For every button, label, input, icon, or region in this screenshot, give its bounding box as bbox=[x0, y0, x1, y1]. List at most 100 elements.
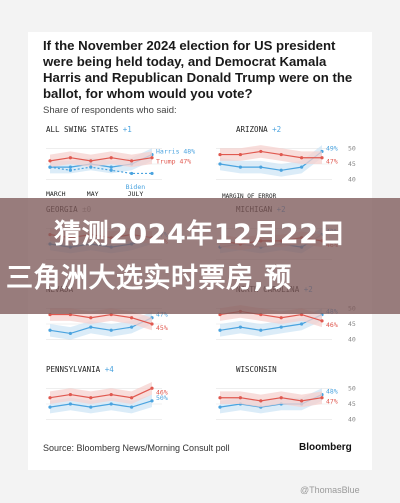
end-label-harris: Harris 48% bbox=[156, 148, 195, 156]
data-point-harris bbox=[68, 165, 72, 169]
data-point-trump bbox=[89, 316, 93, 320]
data-point-trump bbox=[89, 396, 93, 400]
data-point-harris bbox=[89, 405, 93, 409]
data-point-trump bbox=[279, 152, 283, 157]
data-point-harris bbox=[68, 331, 72, 336]
end-label-trump: 47% bbox=[326, 398, 338, 406]
data-point-trump bbox=[279, 396, 283, 400]
panel-change: +4 bbox=[105, 365, 115, 374]
data-point-biden bbox=[68, 168, 72, 172]
data-point-trump bbox=[259, 149, 263, 154]
data-point-trump bbox=[150, 386, 154, 390]
series-line-harris bbox=[219, 314, 323, 331]
data-point-biden bbox=[89, 165, 93, 169]
data-point-trump bbox=[279, 316, 283, 320]
data-point-trump bbox=[238, 152, 242, 157]
data-point-harris bbox=[89, 325, 93, 329]
watermark: @ThomasBlue bbox=[300, 485, 360, 495]
series-line-harris bbox=[49, 317, 153, 335]
data-point-harris bbox=[109, 402, 113, 406]
data-point-harris bbox=[130, 405, 134, 409]
data-point-trump bbox=[109, 392, 113, 397]
series-line-trump bbox=[50, 313, 153, 325]
data-point-harris bbox=[218, 328, 222, 332]
data-point-trump bbox=[68, 392, 72, 397]
chart-subtitle: Share of respondents who said: bbox=[43, 105, 177, 116]
data-point-harris bbox=[218, 405, 222, 409]
data-point-harris bbox=[109, 165, 113, 169]
data-point-harris bbox=[238, 325, 242, 329]
series-line-trump bbox=[49, 157, 153, 162]
bloomberg-logo: Bloomberg bbox=[299, 442, 352, 453]
y-tick-label: 40 bbox=[348, 336, 356, 344]
data-point-harris bbox=[259, 165, 263, 169]
panel-title: WISCONSIN bbox=[236, 365, 277, 374]
x-tick-label: MAY bbox=[87, 190, 99, 198]
data-point-trump bbox=[130, 159, 134, 163]
data-point-trump bbox=[259, 399, 263, 403]
end-label-trump: Trump 47% bbox=[156, 158, 191, 166]
end-label-harris: 47% bbox=[156, 311, 168, 319]
y-tick-label: 40 bbox=[348, 416, 356, 424]
data-point-trump bbox=[320, 396, 324, 400]
error-band-harris bbox=[220, 145, 322, 177]
banner-line-2: 三角洲大选实时票房,预 bbox=[6, 263, 292, 294]
data-point-trump bbox=[320, 156, 324, 160]
data-point-trump bbox=[109, 156, 113, 160]
data-point-trump bbox=[150, 322, 154, 326]
y-tick-label: 45 bbox=[348, 400, 356, 408]
y-tick-label: 45 bbox=[348, 160, 356, 168]
data-point-trump bbox=[300, 399, 304, 403]
series-line-trump bbox=[220, 150, 322, 159]
data-point-trump bbox=[130, 316, 134, 320]
end-label-harris: 48% bbox=[326, 388, 338, 396]
data-point-trump bbox=[68, 156, 72, 160]
panel-change: +1 bbox=[123, 125, 132, 134]
data-point-harris bbox=[238, 165, 242, 169]
data-point-harris bbox=[109, 328, 113, 332]
data-point-biden bbox=[109, 168, 113, 172]
series-line-trump bbox=[220, 397, 323, 402]
chart-headline: If the November 2024 election for US pre… bbox=[43, 38, 353, 101]
error-band-trump bbox=[50, 382, 152, 404]
data-point-trump bbox=[300, 156, 304, 160]
panel-title: PENNSYLVANIA +4 bbox=[46, 365, 114, 374]
series-line-trump bbox=[49, 387, 153, 399]
data-point-harris bbox=[300, 165, 304, 169]
data-point-trump bbox=[218, 152, 222, 157]
data-point-trump bbox=[48, 396, 52, 400]
series-line-harris bbox=[49, 400, 153, 408]
data-point-biden bbox=[150, 171, 154, 176]
data-point-harris bbox=[130, 325, 134, 329]
data-point-trump bbox=[150, 156, 154, 160]
series-line-harris bbox=[219, 150, 323, 171]
data-point-harris bbox=[279, 325, 283, 329]
data-point-trump bbox=[48, 159, 52, 163]
error-band-harris bbox=[220, 308, 322, 337]
x-tick-label: MARCH bbox=[46, 190, 66, 198]
banner-line-1: 猜测2024年12月22日 bbox=[54, 219, 346, 250]
x-tick-label: JULY bbox=[128, 190, 144, 198]
overlay-banner: 猜测2024年12月22日 三角洲大选实时票房,预 bbox=[0, 198, 400, 314]
data-point-harris bbox=[259, 328, 263, 332]
y-tick-label: 40 bbox=[348, 176, 356, 184]
series-line-biden bbox=[49, 166, 152, 175]
data-point-biden bbox=[48, 165, 52, 169]
data-point-trump bbox=[320, 319, 324, 323]
data-point-harris bbox=[300, 322, 304, 326]
y-tick-label: 45 bbox=[348, 320, 356, 328]
data-point-harris bbox=[48, 405, 52, 409]
data-point-biden bbox=[130, 171, 134, 176]
error-band-harris bbox=[50, 311, 152, 340]
data-point-harris bbox=[48, 328, 52, 332]
end-label-trump: 46% bbox=[156, 388, 168, 396]
y-tick-label: 50 bbox=[348, 144, 356, 152]
data-point-trump bbox=[238, 396, 242, 400]
data-point-harris bbox=[68, 402, 72, 406]
data-point-trump bbox=[130, 396, 134, 400]
end-label-trump: 46% bbox=[326, 321, 338, 329]
end-label-trump: 47% bbox=[326, 158, 338, 166]
y-tick-label: 50 bbox=[348, 384, 356, 392]
data-point-harris bbox=[218, 162, 222, 166]
panel-change: +2 bbox=[272, 125, 281, 134]
